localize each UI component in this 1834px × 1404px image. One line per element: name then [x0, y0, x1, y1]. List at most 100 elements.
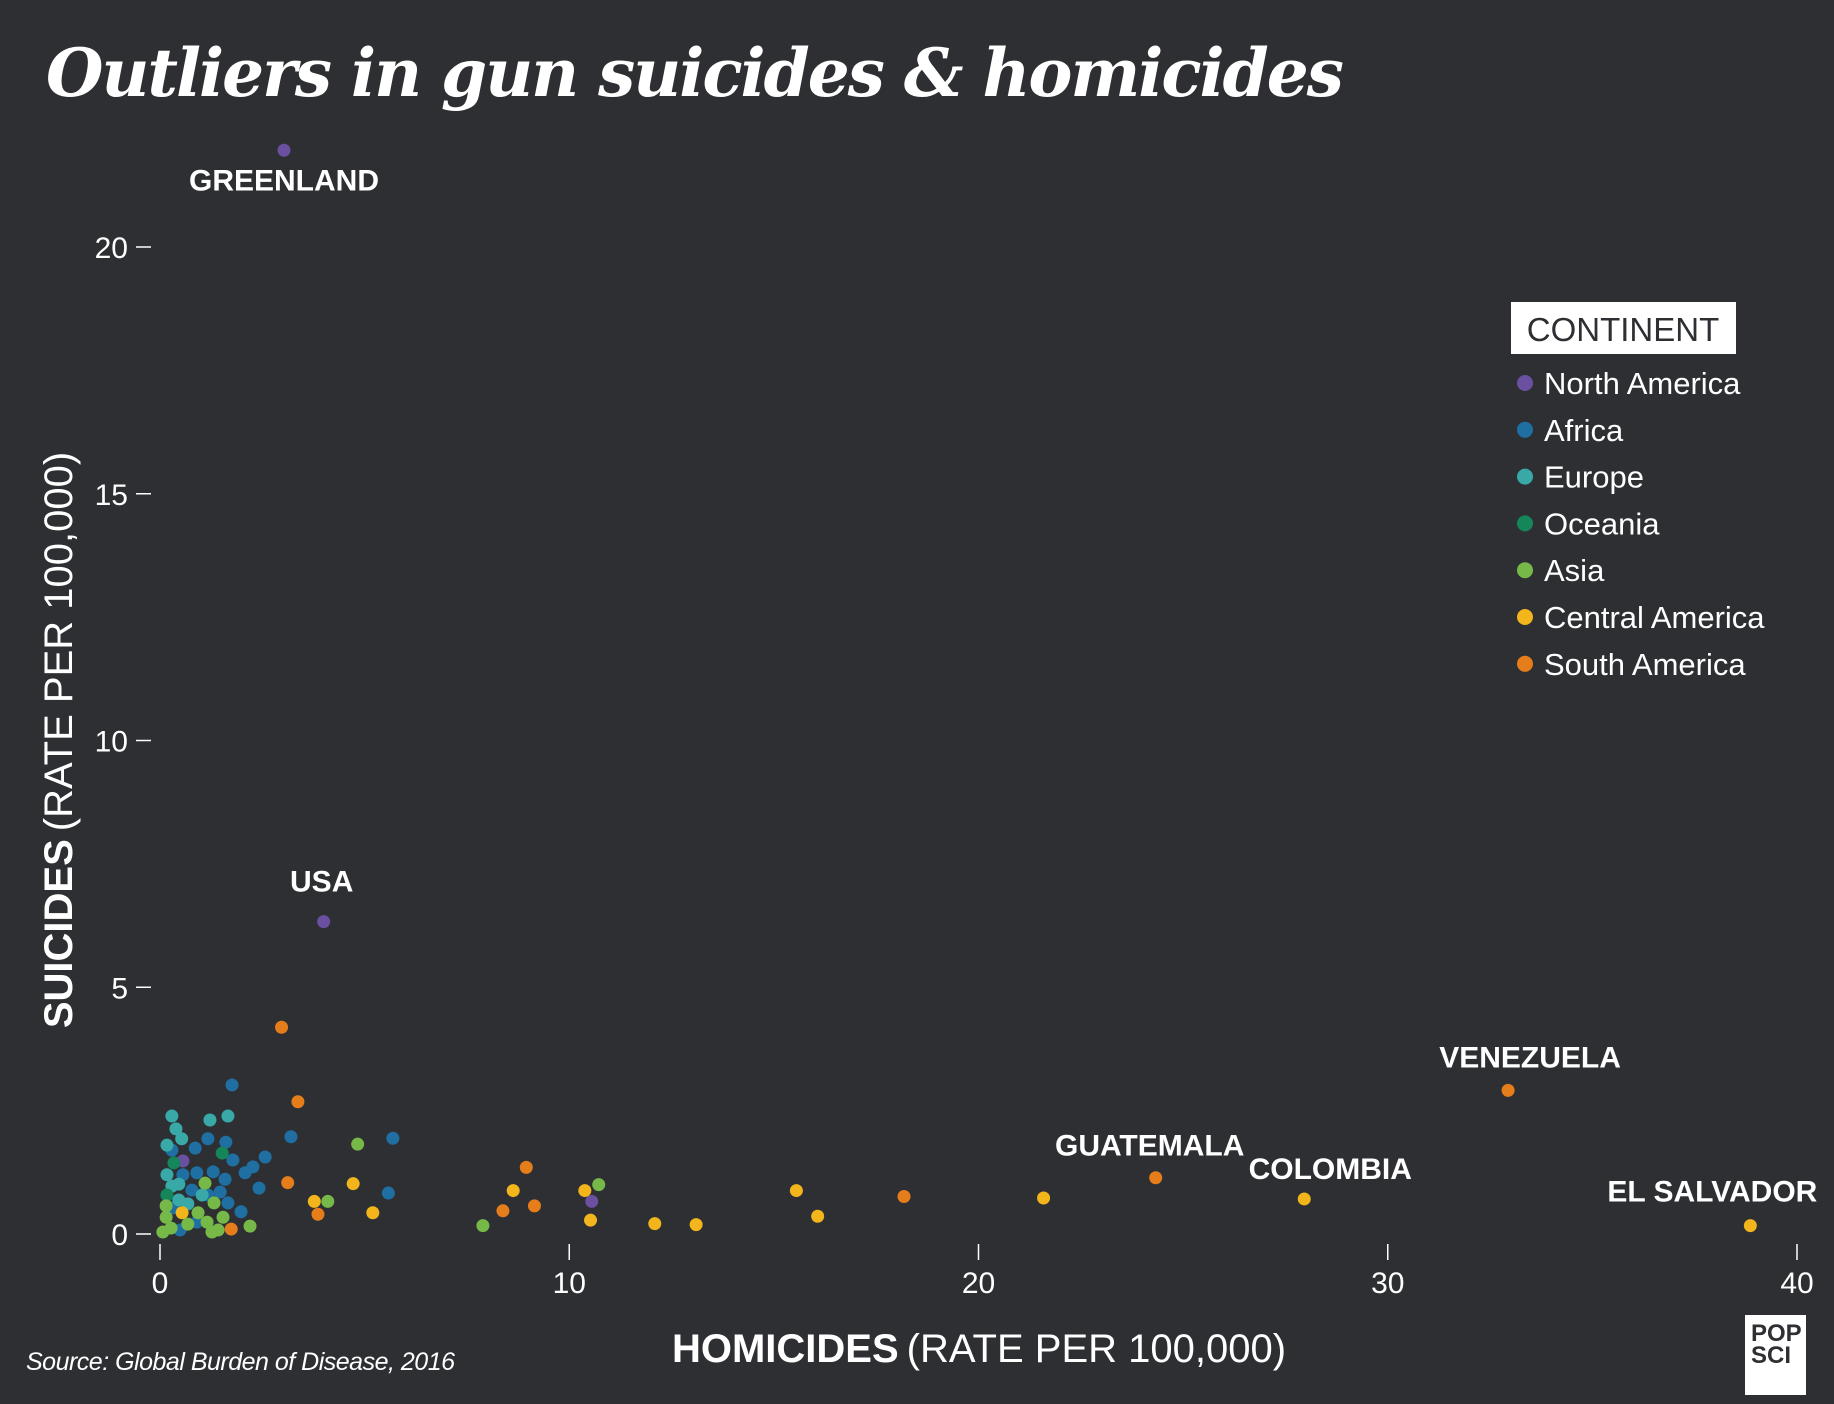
data-point-europe: [175, 1132, 189, 1146]
data-point-central-america: [506, 1184, 520, 1198]
data-point-africa: [190, 1166, 204, 1180]
data-point-africa: [226, 1153, 240, 1167]
data-point-asia: [351, 1137, 365, 1151]
data-point-asia: [207, 1196, 221, 1210]
data-point-asia: [191, 1206, 205, 1220]
legend-entry: South America: [1544, 647, 1746, 682]
data-point-central-america: [1297, 1192, 1311, 1206]
data-point-africa: [218, 1172, 232, 1186]
data-point-central-america: [811, 1209, 825, 1223]
data-point-north-america: [277, 143, 291, 157]
data-point-oceania: [215, 1146, 229, 1160]
y-tick-label: 5: [111, 972, 128, 1005]
annotation-label: EL SALVADOR: [1607, 1176, 1817, 1209]
x-tick-label: 10: [553, 1267, 586, 1300]
data-point-asia: [198, 1176, 212, 1190]
x-tick-label: 40: [1780, 1267, 1813, 1300]
data-point-africa: [185, 1183, 199, 1197]
legend-title: CONTINENT: [1527, 311, 1720, 348]
data-point-africa: [213, 1185, 227, 1199]
data-point-europe: [221, 1109, 235, 1123]
legend-entry: Central America: [1544, 600, 1765, 635]
data-point-south-america: [224, 1222, 238, 1236]
x-axis-label: HOMICIDES (RATE PER 100,000): [672, 1327, 1286, 1371]
data-point-europe: [165, 1109, 179, 1123]
y-tick-label: 15: [95, 479, 128, 512]
data-point-south-america: [1501, 1083, 1515, 1097]
data-point-africa: [225, 1078, 239, 1092]
data-point-central-america: [175, 1206, 189, 1220]
data-point-asia: [211, 1223, 225, 1237]
annotation-label: COLOMBIA: [1249, 1153, 1412, 1186]
legend-entry: Oceania: [1544, 506, 1660, 541]
data-point-asia: [159, 1210, 173, 1224]
data-point-africa: [284, 1130, 298, 1144]
annotation-label: GUATEMALA: [1055, 1130, 1244, 1163]
data-point-oceania: [160, 1188, 174, 1202]
y-tick-label: 10: [95, 726, 128, 759]
data-point-central-america: [584, 1213, 598, 1227]
data-point-africa: [381, 1186, 395, 1200]
x-tick-label: 20: [962, 1267, 995, 1300]
data-point-asia: [321, 1194, 335, 1208]
data-point-central-america: [789, 1184, 803, 1198]
data-point-africa: [188, 1141, 202, 1155]
data-point-asia: [200, 1215, 214, 1229]
x-axis-label-rest: (RATE PER 100,000): [907, 1327, 1286, 1371]
data-point-central-america: [1743, 1219, 1757, 1233]
data-point-south-america: [527, 1199, 541, 1213]
data-point-asia: [159, 1199, 173, 1213]
data-point-europe: [160, 1168, 174, 1182]
data-point-europe: [160, 1138, 174, 1152]
data-point-asia: [476, 1219, 490, 1233]
data-point-central-america: [366, 1206, 380, 1220]
legend-marker: [1517, 515, 1533, 532]
data-point-africa: [386, 1131, 400, 1145]
data-point-central-america: [346, 1177, 360, 1191]
chart-title: Outliers in gun suicides & homicides: [46, 34, 1344, 112]
data-point-central-america: [578, 1184, 592, 1198]
data-point-south-america: [897, 1189, 911, 1203]
y-axis-label-rest: (RATE PER 100,000): [37, 452, 81, 831]
source-note: Source: Global Burden of Disease, 2016: [26, 1348, 455, 1376]
legend-marker: [1517, 655, 1533, 672]
data-point-asia: [592, 1178, 606, 1192]
data-point-asia: [164, 1221, 178, 1235]
data-point-asia: [216, 1210, 230, 1224]
data-point-south-america: [1149, 1171, 1163, 1185]
data-point-asia: [181, 1217, 195, 1231]
legend-title-box: [1511, 302, 1736, 354]
data-point-africa: [206, 1165, 220, 1179]
legend-marker: [1517, 609, 1533, 625]
data-point-south-america: [311, 1207, 325, 1221]
data-point-south-america: [519, 1160, 533, 1174]
data-point-central-america: [1037, 1191, 1051, 1205]
data-point-asia: [243, 1219, 257, 1233]
y-tick-label: 20: [95, 232, 128, 265]
annotation-label: USA: [290, 866, 353, 899]
legend-marker: [1517, 468, 1533, 485]
annotation-label: VENEZUELA: [1439, 1041, 1621, 1074]
data-point-south-america: [496, 1204, 510, 1218]
logo-line-2: SCI: [1751, 1342, 1792, 1369]
data-point-central-america: [648, 1217, 662, 1231]
data-point-europe: [169, 1122, 183, 1136]
data-point-africa: [252, 1181, 266, 1195]
data-point-africa: [221, 1196, 235, 1210]
legend-entry: Africa: [1544, 413, 1624, 448]
legend-entry: Asia: [1544, 553, 1605, 588]
x-axis-label-bold: HOMICIDES: [672, 1327, 899, 1371]
data-point-south-america: [275, 1020, 289, 1034]
legend-marker: [1517, 421, 1533, 438]
x-tick-label: 30: [1371, 1267, 1404, 1300]
y-axis-label: SUICIDES (RATE PER 100,000): [37, 452, 81, 1028]
data-point-africa: [258, 1150, 272, 1164]
data-point-north-america: [317, 915, 331, 929]
data-point-central-america: [307, 1194, 321, 1208]
x-tick-label: 0: [152, 1267, 169, 1300]
data-point-africa: [234, 1205, 248, 1219]
legend-marker: [1517, 562, 1533, 579]
legend-entry: North America: [1544, 366, 1741, 401]
data-point-north-america: [585, 1194, 599, 1208]
data-point-africa: [238, 1166, 252, 1180]
